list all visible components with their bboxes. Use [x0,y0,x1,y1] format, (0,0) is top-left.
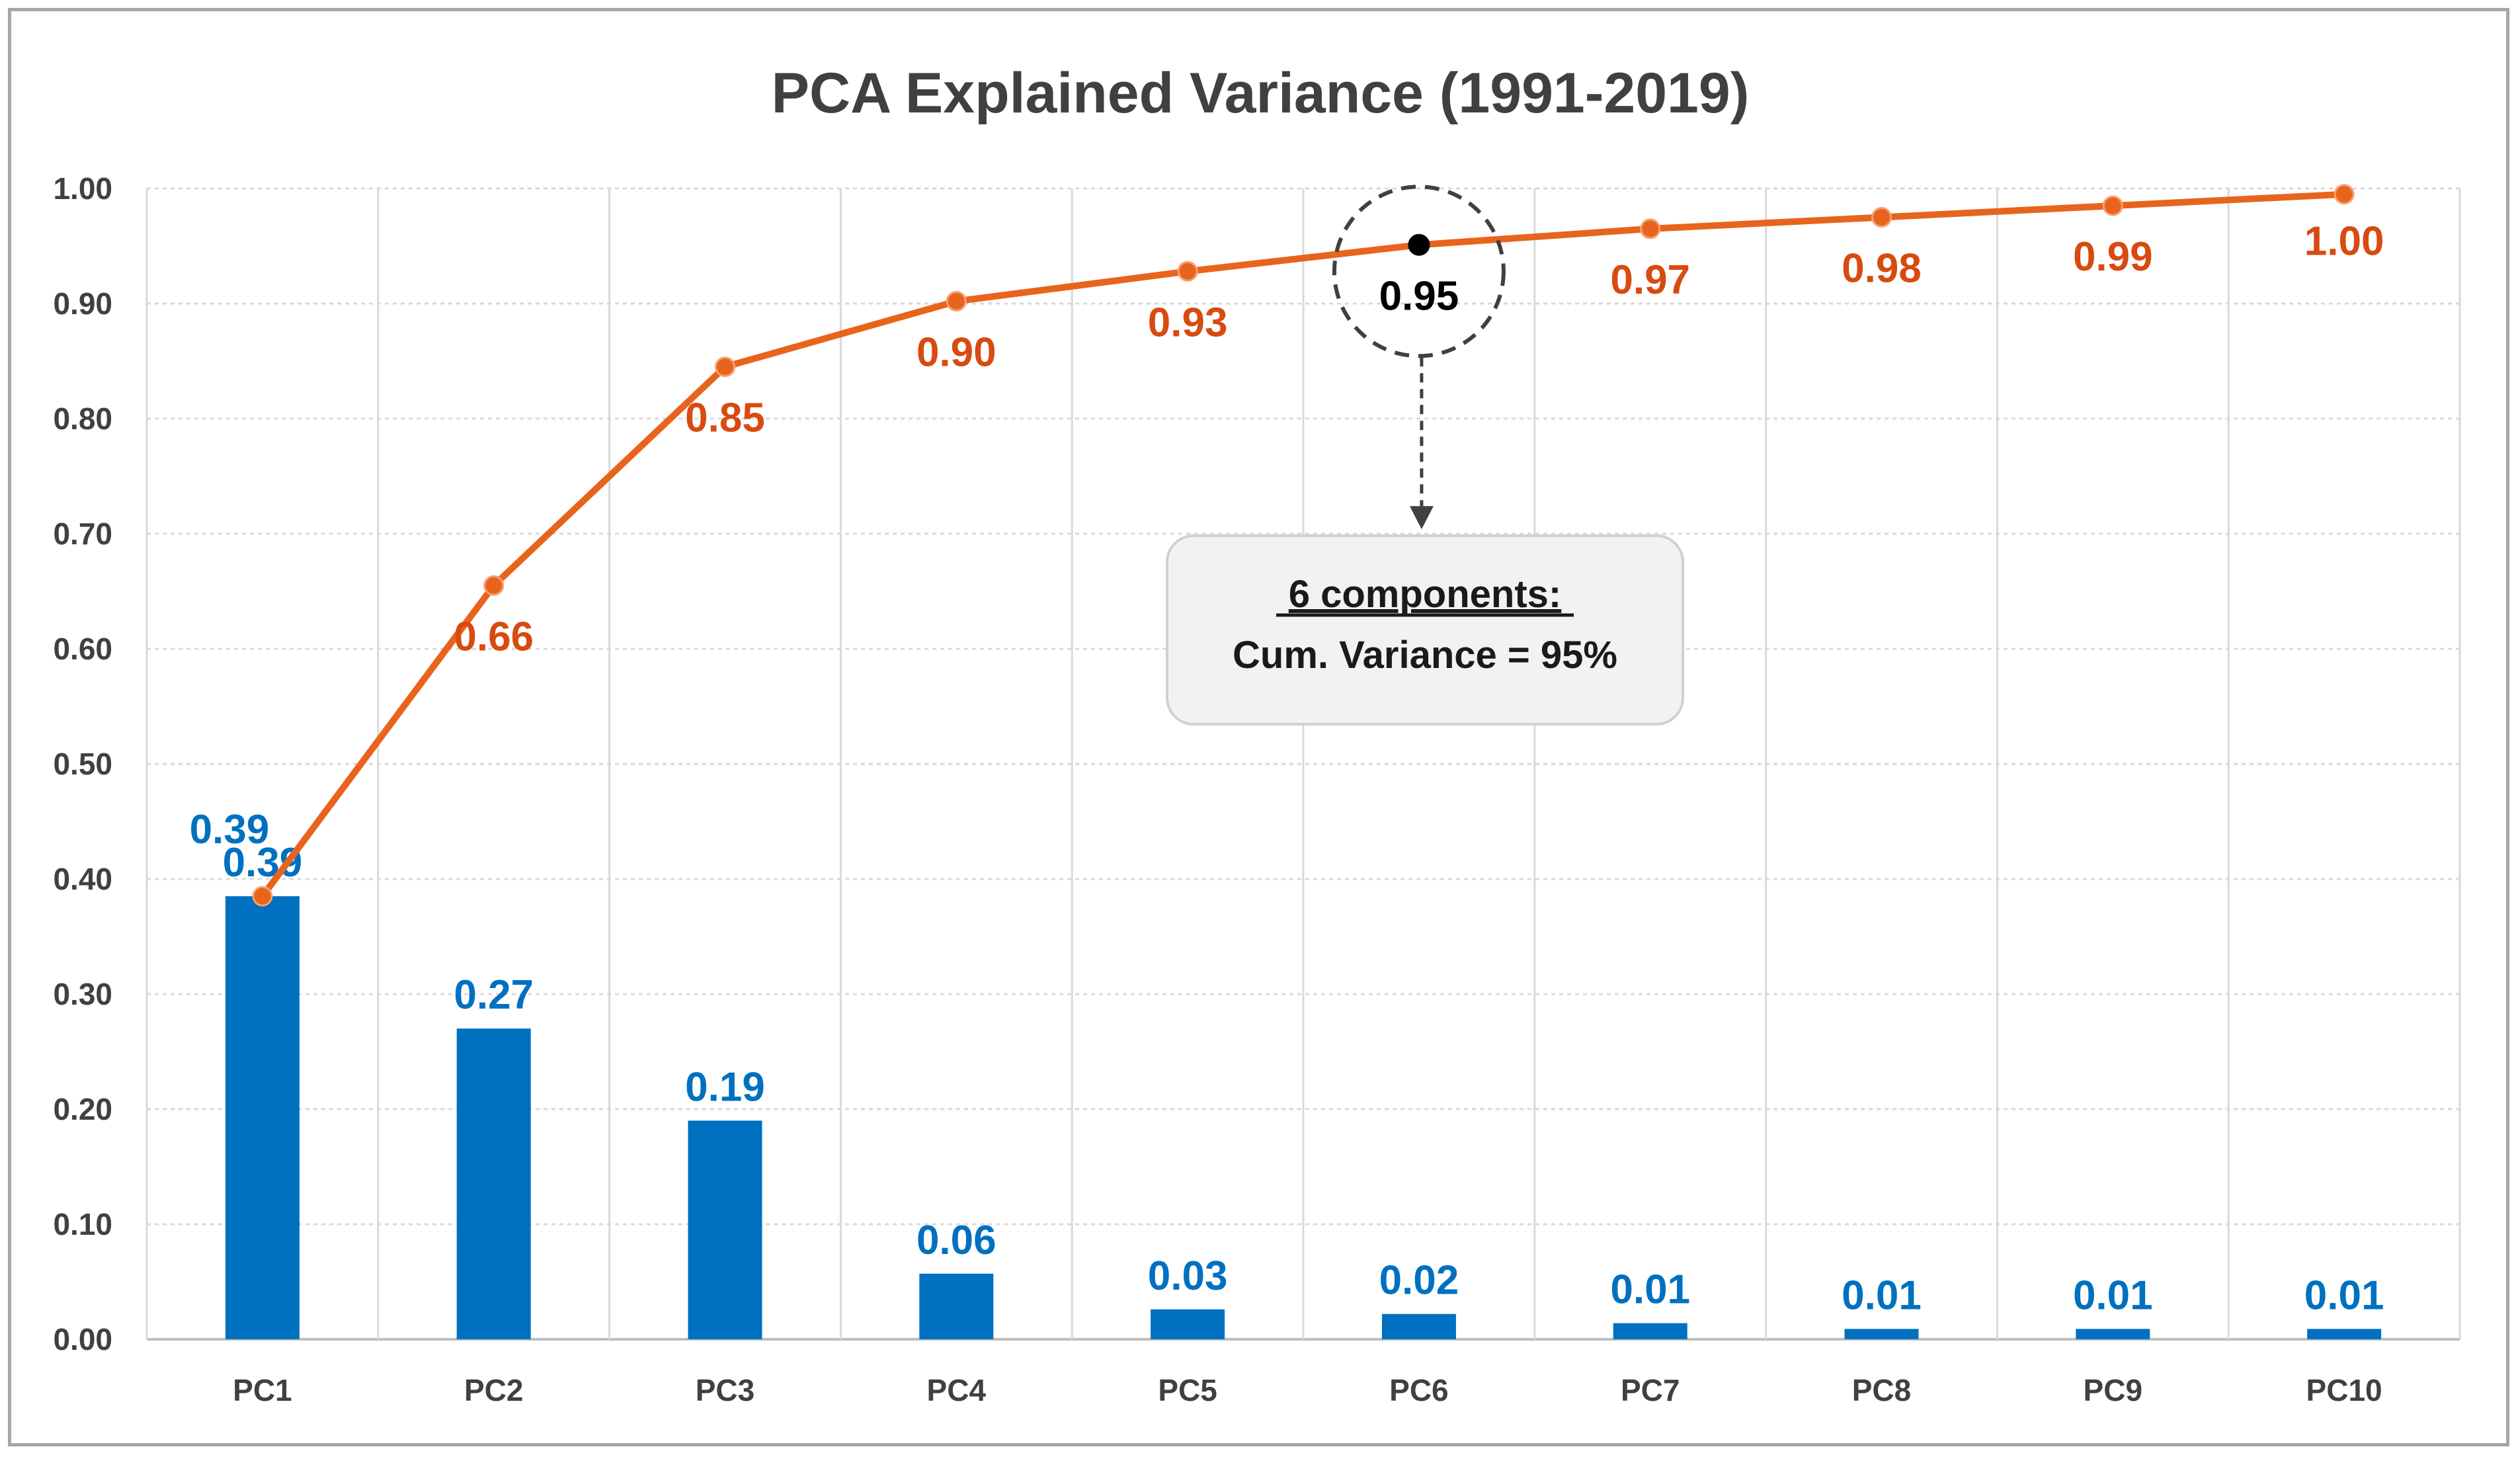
x-tick-label: PC4 [927,1373,987,1407]
y-tick-label: 0.10 [53,1207,112,1241]
y-tick-label: 0.70 [53,517,112,551]
y-tick-label: 0.30 [53,977,112,1011]
callout-title: 6 components: [1289,573,1562,616]
bar-pc3 [688,1120,762,1339]
bar-data-label: 0.19 [685,1064,765,1110]
bar-data-label: 0.27 [454,972,534,1018]
y-tick-label: 0.90 [53,286,112,321]
line-marker-pc4 [946,291,967,312]
annotation-callout: 6 components: Cum. Variance = 95% [1166,185,1684,726]
bar-pc9 [2076,1329,2150,1339]
line-data-label: 0.99 [2073,234,2153,280]
line-data-label: 0.66 [454,614,534,659]
y-tick-label: 1.00 [53,171,112,206]
y-tick-label: 0.80 [53,401,112,436]
bar-pc7 [1613,1323,1687,1339]
y-tick-label: 0.50 [53,747,112,781]
cumulative-line [259,190,2348,900]
bar-pc2 [456,1028,531,1339]
bar-data-label: 0.01 [2073,1272,2153,1318]
x-tick-label: PC9 [2084,1373,2142,1407]
x-tick-label: PC8 [1852,1373,1911,1407]
bar-pc10 [2307,1329,2382,1339]
bar-data-label: 0.03 [1148,1253,1228,1299]
grid-lines [145,187,2461,1341]
line-marker-pc9 [2102,195,2123,216]
x-tick-label: PC3 [696,1373,754,1407]
bar-pc1 [225,896,300,1339]
bar-data-label: 0.02 [1379,1258,1459,1304]
line-data-label: 0.90 [916,330,996,376]
line-marker-pc6 [1408,233,1430,256]
bar-data-label: 0.01 [1842,1272,1922,1318]
bar-data-label: 0.01 [2304,1272,2384,1318]
callout-box [1166,534,1684,726]
bar-pc4 [919,1273,994,1339]
x-tick-label: PC6 [1389,1373,1448,1407]
callout-text: Cum. Variance = 95% [1233,634,1617,677]
line-data-label: 0.39 [190,807,270,853]
y-tick-label: 0.40 [53,862,112,896]
bar-pc8 [1844,1329,1919,1339]
chart-title: PCA Explained Variance (1991-2019) [772,62,1750,125]
bar-data-label: 0.01 [1610,1267,1690,1313]
y-tick-label: 0.00 [53,1322,112,1356]
bar-data-label: 0.06 [916,1218,996,1263]
x-tick-label: PC2 [464,1373,523,1407]
line-marker-pc1 [252,886,273,907]
chart-frame [8,8,2509,1446]
line-data-label: 1.00 [2304,219,2384,265]
highlight-circle [1332,185,1506,358]
bar-pc6 [1381,1313,1456,1339]
line-marker-pc3 [715,356,735,378]
x-axis-ticks: PC1 PC2 PC3 PC4 PC5 PC6 PC7 PC8 PC9 PC10 [233,1373,2382,1407]
x-tick-label: PC5 [1158,1373,1217,1407]
line-data-label: 0.85 [685,395,765,441]
line-marker-pc2 [483,575,505,596]
y-axis-ticks: 0.00 0.10 0.20 0.30 0.40 0.50 0.60 0.70 0.80 0.90… [53,171,112,1356]
bar-series: 0.390.270.190.060.03 0.02 0.01 0.01 0.01 0.01 [223,840,2384,1339]
x-tick-label: PC1 [233,1373,292,1407]
x-tick-label: PC7 [1621,1373,1680,1407]
cumulative-line-series: 0.39 0.66 0.85 0.90 0.93 0.95 0.97 0.98 0.99 1.00 [190,184,2384,907]
line-data-label: 0.97 [1610,257,1690,303]
line-marker-pc5 [1177,261,1198,282]
bar-pc5 [1151,1309,1225,1339]
y-tick-label: 0.20 [53,1092,112,1126]
line-data-label: 0.95 [1379,273,1459,319]
arrow-down-icon [1409,506,1434,530]
x-tick-label: PC10 [2306,1373,2382,1407]
line-marker-pc8 [1871,207,1892,228]
line-marker-pc10 [2334,184,2355,205]
line-marker-pc7 [1640,218,1661,239]
line-data-label: 0.98 [1842,246,1922,292]
line-data-label: 0.93 [1148,300,1228,345]
y-tick-label: 0.60 [53,632,112,666]
